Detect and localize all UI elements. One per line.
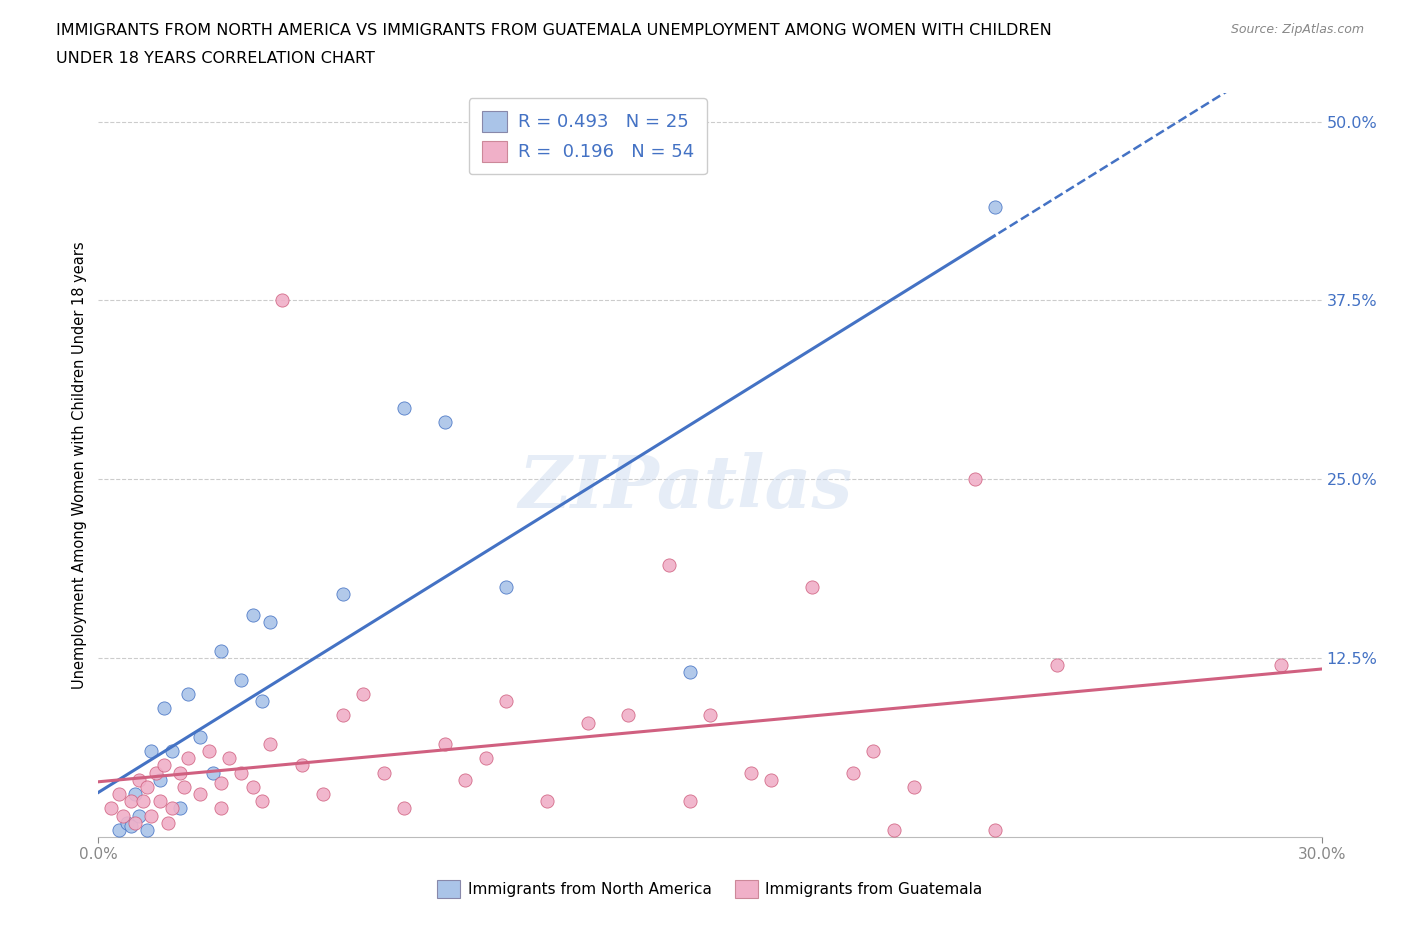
- Point: [259, 737, 281, 751]
- Point: [120, 794, 142, 809]
- Point: [160, 801, 183, 816]
- Point: [495, 579, 517, 594]
- Point: [197, 744, 219, 759]
- Point: [1045, 658, 1069, 672]
- Point: [658, 558, 681, 573]
- Point: [761, 772, 783, 787]
- Point: [332, 586, 354, 601]
- Point: [392, 400, 416, 415]
- Text: Source: ZipAtlas.com: Source: ZipAtlas.com: [1230, 23, 1364, 36]
- Point: [801, 579, 824, 594]
- Point: [145, 765, 167, 780]
- Point: [132, 794, 155, 809]
- Point: [188, 729, 212, 744]
- Point: [617, 708, 640, 723]
- Point: [474, 751, 498, 765]
- Point: [434, 415, 457, 430]
- Point: [177, 686, 200, 701]
- Text: ZIPatlas: ZIPatlas: [519, 452, 852, 523]
- Point: [141, 744, 163, 759]
- Point: [141, 808, 163, 823]
- Point: [169, 765, 191, 780]
- Point: [124, 787, 146, 802]
- Point: [679, 794, 702, 809]
- Point: [115, 816, 138, 830]
- Point: [841, 765, 863, 780]
- Point: [291, 758, 314, 773]
- Point: [108, 787, 131, 802]
- Point: [332, 708, 354, 723]
- Point: [149, 794, 172, 809]
- Point: [250, 694, 273, 709]
- Point: [495, 694, 517, 709]
- Legend: Immigrants from North America, Immigrants from Guatemala: Immigrants from North America, Immigrant…: [432, 874, 988, 904]
- Point: [136, 822, 159, 837]
- Point: [984, 822, 1007, 837]
- Point: [209, 776, 232, 790]
- Point: [352, 686, 374, 701]
- Point: [862, 744, 884, 759]
- Point: [740, 765, 762, 780]
- Point: [160, 744, 183, 759]
- Point: [1270, 658, 1292, 672]
- Point: [903, 779, 925, 794]
- Point: [231, 672, 253, 687]
- Text: UNDER 18 YEARS CORRELATION CHART: UNDER 18 YEARS CORRELATION CHART: [56, 51, 375, 66]
- Point: [136, 779, 159, 794]
- Point: [173, 779, 195, 794]
- Point: [883, 822, 905, 837]
- Point: [209, 801, 232, 816]
- Point: [312, 787, 335, 802]
- Point: [218, 751, 240, 765]
- Point: [128, 808, 150, 823]
- Point: [373, 765, 395, 780]
- Point: [149, 772, 172, 787]
- Point: [242, 779, 264, 794]
- Point: [124, 816, 146, 830]
- Point: [156, 816, 179, 830]
- Point: [188, 787, 212, 802]
- Point: [242, 608, 264, 623]
- Point: [250, 794, 273, 809]
- Text: IMMIGRANTS FROM NORTH AMERICA VS IMMIGRANTS FROM GUATEMALA UNEMPLOYMENT AMONG WO: IMMIGRANTS FROM NORTH AMERICA VS IMMIGRA…: [56, 23, 1052, 38]
- Point: [108, 822, 131, 837]
- Point: [576, 715, 599, 730]
- Point: [152, 701, 174, 716]
- Point: [231, 765, 253, 780]
- Point: [201, 765, 224, 780]
- Point: [120, 818, 142, 833]
- Point: [454, 772, 477, 787]
- Point: [152, 758, 174, 773]
- Point: [392, 801, 416, 816]
- Point: [699, 708, 721, 723]
- Point: [169, 801, 191, 816]
- Point: [536, 794, 558, 809]
- Point: [679, 665, 702, 680]
- Point: [259, 615, 281, 630]
- Point: [434, 737, 457, 751]
- Point: [111, 808, 134, 823]
- Point: [100, 801, 122, 816]
- Point: [177, 751, 200, 765]
- Point: [128, 772, 150, 787]
- Point: [965, 472, 987, 486]
- Point: [984, 200, 1007, 215]
- Point: [270, 293, 294, 308]
- Point: [209, 644, 232, 658]
- Y-axis label: Unemployment Among Women with Children Under 18 years: Unemployment Among Women with Children U…: [72, 241, 87, 689]
